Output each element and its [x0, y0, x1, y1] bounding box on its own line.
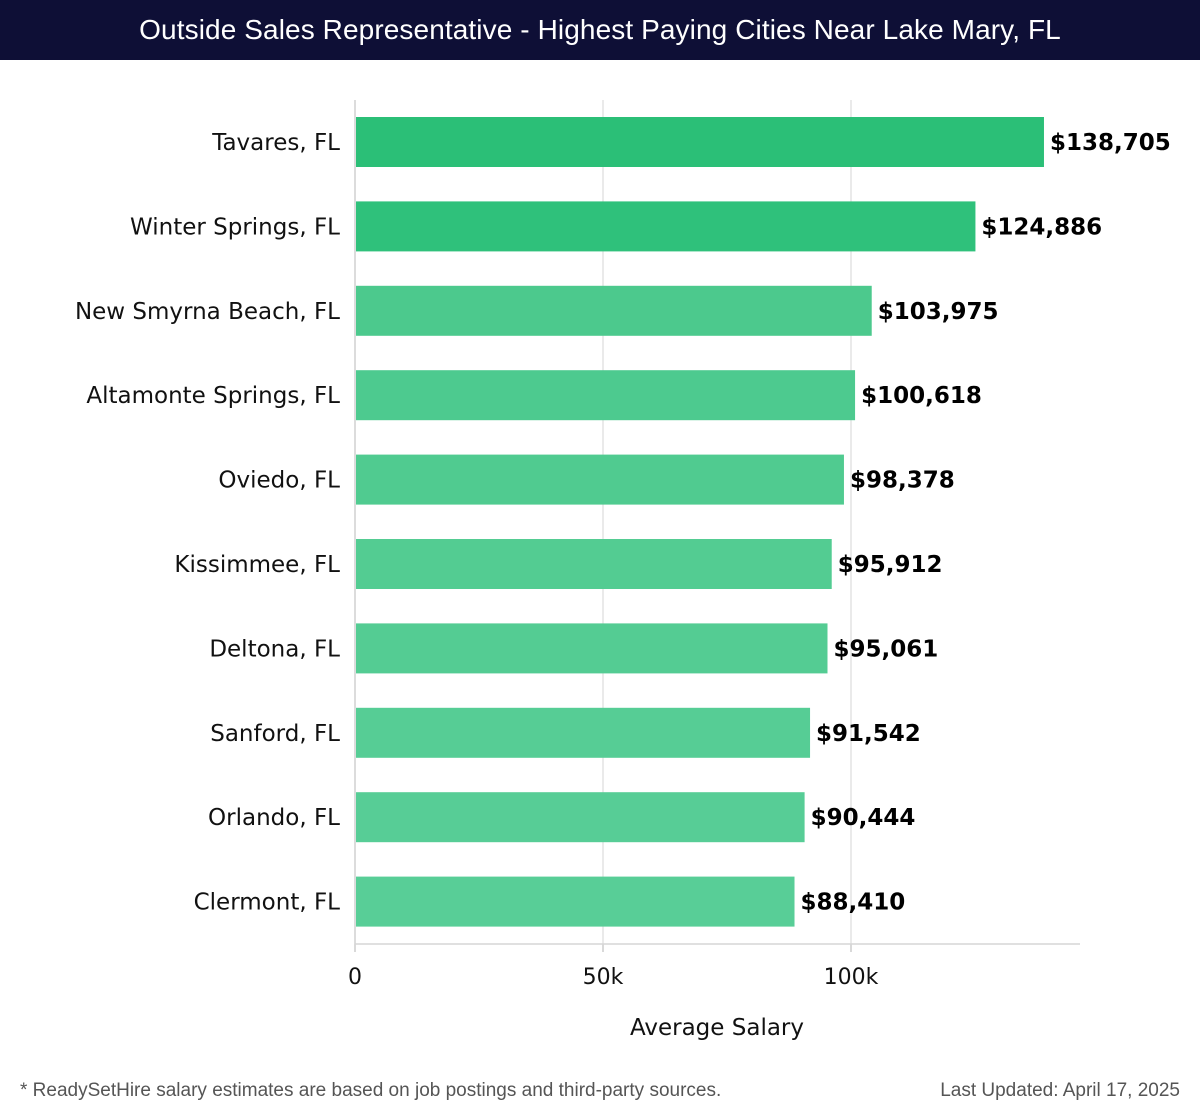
value-labels: $138,705 $124,886 $103,975 $100,618 $98,378 $…: [801, 130, 1171, 916]
bar: [356, 792, 805, 843]
value-label: $100,618: [861, 383, 982, 409]
value-label: $91,542: [816, 721, 921, 747]
bar: [356, 201, 976, 252]
last-updated: Last Updated: April 17, 2025: [940, 1080, 1180, 1101]
chart-title-bar: Outside Sales Representative - Highest P…: [0, 0, 1200, 60]
footnote: * ReadySetHire salary estimates are base…: [20, 1080, 722, 1101]
category-label: Altamonte Springs, FL: [86, 383, 340, 409]
bar: [356, 539, 832, 589]
x-axis-label: Average Salary: [630, 1015, 804, 1041]
bar: [356, 454, 844, 505]
axes: [354, 100, 1080, 952]
bar: [356, 370, 856, 421]
category-label: Orlando, FL: [208, 805, 340, 831]
category-label: Kissimmee, FL: [174, 552, 340, 578]
value-label: $98,378: [850, 468, 955, 494]
value-label: $138,705: [1050, 130, 1171, 156]
salary-bar-chart: Tavares, FL Winter Springs, FL New Smyrna …: [75, 100, 1171, 1041]
category-label: Oviedo, FL: [218, 468, 340, 494]
chart-title: Outside Sales Representative - Highest P…: [139, 14, 1061, 45]
x-tick-label: 50k: [583, 965, 624, 990]
category-label: Winter Springs, FL: [130, 214, 340, 240]
bar: [356, 876, 795, 927]
x-tick-labels: 0 50k 100k: [348, 965, 879, 990]
value-label: $88,410: [801, 890, 906, 916]
x-tick-label: 100k: [824, 965, 879, 990]
bar: [356, 117, 1044, 167]
category-label: Tavares, FL: [211, 130, 340, 156]
bar: [356, 707, 811, 758]
value-label: $124,886: [981, 214, 1102, 240]
bar: [356, 623, 828, 674]
bars: [356, 117, 1044, 927]
value-label: $103,975: [878, 299, 999, 325]
value-label: $95,061: [834, 636, 939, 662]
category-label: Deltona, FL: [209, 636, 340, 662]
x-tick-label: 0: [348, 965, 362, 990]
value-label: $90,444: [811, 805, 916, 831]
category-label: New Smyrna Beach, FL: [75, 299, 340, 325]
category-labels: Tavares, FL Winter Springs, FL New Smyrna …: [75, 130, 340, 916]
category-label: Clermont, FL: [194, 890, 341, 916]
value-label: $95,912: [838, 552, 943, 578]
bar: [356, 285, 872, 336]
category-label: Sanford, FL: [210, 721, 340, 747]
